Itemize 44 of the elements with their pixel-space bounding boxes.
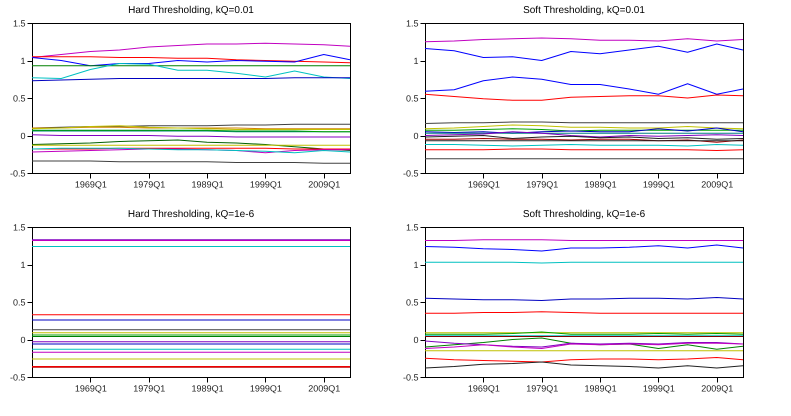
x-tick-label: 1989Q1 — [584, 384, 617, 394]
y-tick-label: 1 — [20, 56, 26, 66]
chart-title: Hard Thresholding, kQ=1e-6 — [128, 209, 255, 220]
y-tick-label: 0.5 — [406, 94, 418, 104]
y-tick-label: 0.5 — [12, 94, 26, 104]
y-tick-label: 1 — [20, 260, 26, 270]
y-tick-label: -0.5 — [10, 372, 26, 382]
y-tick-label: 1 — [413, 56, 418, 66]
x-tick-label: 1969Q1 — [468, 384, 500, 394]
x-tick-label: 1979Q1 — [526, 384, 558, 394]
x-tick-label: 1979Q1 — [526, 180, 558, 190]
y-tick-label: 0 — [20, 335, 26, 345]
x-tick-label: 2009Q1 — [308, 384, 340, 394]
y-tick-label: 1.5 — [12, 222, 26, 232]
x-tick-label: 2009Q1 — [308, 180, 340, 190]
x-tick-label: 1969Q1 — [74, 180, 107, 190]
chart-title: Soft Thresholding, kQ=1e-6 — [522, 209, 646, 220]
x-tick-label: 1969Q1 — [468, 180, 500, 190]
y-tick-label: 0 — [20, 131, 26, 141]
x-tick-label: 1999Q1 — [250, 180, 282, 190]
x-tick-label: 1969Q1 — [74, 384, 107, 394]
x-tick-label: 1999Q1 — [250, 384, 282, 394]
y-tick-label: 1 — [413, 260, 418, 270]
x-tick-label: 2009Q1 — [701, 180, 734, 190]
y-tick-label: -0.5 — [402, 168, 418, 178]
x-tick-label: 1979Q1 — [133, 180, 166, 190]
y-tick-label: 0.5 — [406, 298, 418, 308]
y-tick-label: -0.5 — [402, 372, 418, 382]
x-tick-label: 2009Q1 — [701, 384, 734, 394]
y-tick-label: -0.5 — [10, 168, 26, 178]
chart-title: Soft Thresholding, kQ=0.01 — [523, 5, 646, 16]
x-tick-label: 1989Q1 — [192, 384, 224, 394]
y-tick-label: 0 — [413, 335, 418, 345]
x-tick-label: 1989Q1 — [192, 180, 224, 190]
y-tick-label: 0.5 — [12, 298, 26, 308]
x-tick-label: 1979Q1 — [133, 384, 166, 394]
x-tick-label: 1989Q1 — [584, 180, 617, 190]
x-tick-label: 1999Q1 — [642, 180, 675, 190]
x-tick-label: 1999Q1 — [642, 384, 675, 394]
y-tick-label: 0 — [413, 131, 418, 141]
y-tick-label: 1.5 — [406, 18, 418, 28]
y-tick-label: 1.5 — [12, 18, 26, 28]
y-tick-label: 1.5 — [406, 222, 418, 232]
chart-title: Hard Thresholding, kQ=0.01 — [128, 5, 254, 16]
